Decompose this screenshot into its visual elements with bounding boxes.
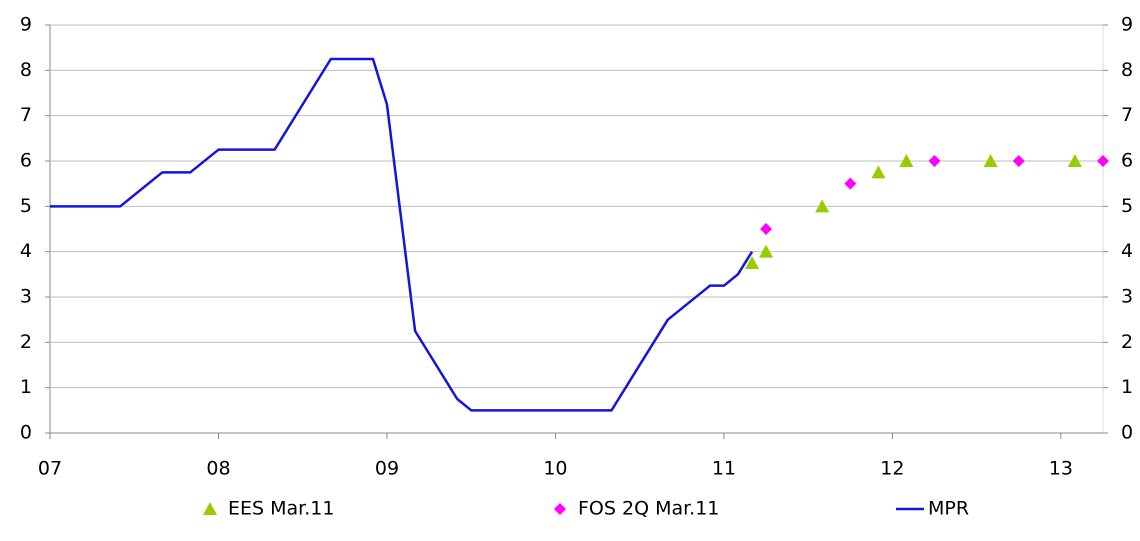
x-tick-label: 10 [543, 458, 567, 480]
y2-tick-label: 9 [1121, 14, 1133, 36]
y-tick-label: 5 [20, 195, 32, 217]
x-tick-label: 13 [1049, 458, 1073, 480]
diamond-marker [844, 177, 857, 190]
y2-tick-label: 5 [1121, 195, 1133, 217]
diamond-marker [554, 503, 566, 515]
y2-tick-label: 8 [1121, 59, 1133, 81]
x-tick-label: 12 [880, 458, 904, 480]
triangle-marker [983, 154, 998, 167]
x-tick-label: 07 [38, 458, 62, 480]
diamond-marker [760, 223, 773, 235]
triangle-marker [1067, 154, 1082, 167]
diamond-marker [1012, 155, 1025, 167]
y2-tick-label: 6 [1121, 150, 1133, 172]
y-tick-label: 0 [20, 422, 32, 444]
y2-tick-label: 4 [1121, 240, 1133, 262]
x-tick-label: 09 [375, 458, 399, 480]
y2-tick-label: 0 [1121, 422, 1133, 444]
y-tick-label: 1 [20, 376, 32, 398]
triangle-marker [899, 154, 914, 167]
y-tick-label: 9 [20, 14, 32, 36]
y-tick-label: 8 [20, 59, 32, 81]
triangle-marker [745, 256, 760, 269]
triangle-marker [203, 502, 217, 515]
y2-tick-label: 3 [1121, 286, 1133, 308]
diamond-marker [928, 155, 941, 167]
legend-label: MPR [928, 498, 969, 520]
x-tick-label: 08 [206, 458, 230, 480]
triangle-marker [871, 165, 886, 179]
series-line [50, 57, 754, 412]
y2-tick-label: 1 [1121, 376, 1133, 398]
triangle-marker [815, 199, 830, 213]
y2-tick-label: 2 [1121, 331, 1133, 353]
y-tick-label: 6 [20, 150, 32, 172]
y-tick-label: 4 [20, 240, 32, 262]
x-tick-label: 11 [712, 458, 736, 480]
legend-label: FOS 2Q Mar.11 [578, 498, 719, 520]
y-tick-label: 3 [20, 286, 32, 308]
y2-tick-label: 7 [1121, 104, 1133, 126]
y-tick-label: 7 [20, 104, 32, 126]
y-tick-label: 2 [20, 331, 32, 353]
triangle-marker [759, 244, 774, 258]
legend-label: EES Mar.11 [228, 498, 334, 520]
diamond-marker [1097, 155, 1109, 167]
